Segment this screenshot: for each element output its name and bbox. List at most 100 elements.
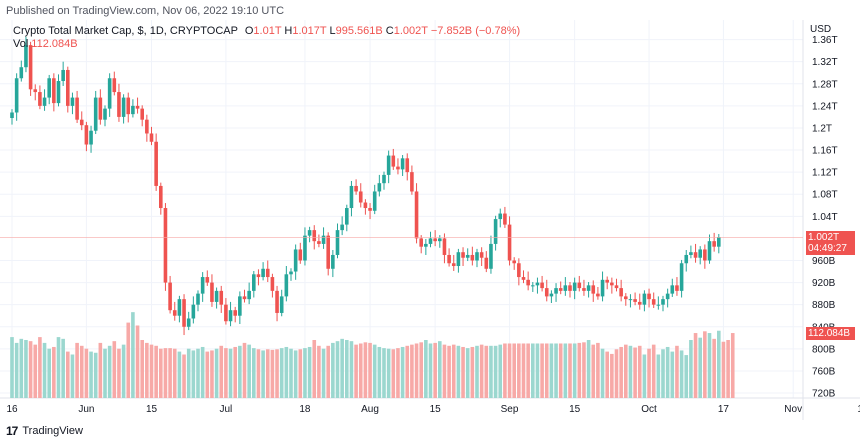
volume-bar: [33, 344, 38, 398]
candle-body: [493, 219, 498, 244]
volume-bar: [84, 348, 89, 398]
legend: Crypto Total Market Cap, $, 1D, CRYPTOCA…: [13, 25, 520, 37]
candle-body: [526, 279, 530, 286]
candle-body: [140, 108, 144, 120]
volume-bar: [391, 349, 396, 398]
volume-bar: [126, 322, 131, 398]
candle-body: [75, 97, 79, 120]
candle-body: [103, 108, 107, 120]
legend-open-label: O: [244, 25, 254, 37]
volume-bar: [419, 342, 423, 398]
volume-bar: [354, 344, 358, 398]
volume-bar: [665, 346, 670, 398]
legend-high-label: H: [284, 25, 293, 37]
candle-body: [372, 191, 377, 211]
candle-body: [591, 285, 596, 294]
candle-body: [517, 263, 521, 278]
candle-body: [447, 254, 451, 264]
candle-body: [38, 92, 42, 106]
candle-body: [79, 119, 84, 126]
volume-bar: [531, 343, 535, 398]
volume-bar: [256, 349, 261, 398]
volume-bar: [191, 350, 196, 398]
volume-bar: [703, 331, 707, 398]
candle-body: [675, 285, 679, 291]
candle-body: [465, 254, 470, 258]
candle-body: [614, 285, 619, 289]
volume-bar: [475, 345, 479, 398]
candle-body: [717, 237, 721, 247]
candle-body: [461, 252, 465, 258]
candle-body: [507, 224, 512, 261]
volume-bar: [289, 348, 293, 398]
legend-low: 995.561B: [335, 25, 383, 37]
candle-body: [498, 213, 503, 220]
volume-bar: [670, 351, 675, 398]
volume-bar: [163, 348, 168, 398]
candle-body: [28, 45, 33, 90]
volume-bar: [307, 346, 312, 398]
x-tick-label: Oct: [641, 404, 657, 415]
candle-body: [419, 238, 423, 247]
volume-bar: [689, 340, 693, 398]
candle-body: [19, 67, 24, 79]
candle-body: [707, 241, 712, 261]
candle-body: [451, 263, 456, 267]
volume-bar: [712, 338, 716, 398]
volume-bar: [177, 351, 182, 398]
y-tick-label: 1.24T: [812, 101, 838, 112]
candle-body: [275, 290, 279, 313]
volume-bar: [10, 337, 14, 398]
candle-body: [428, 238, 433, 244]
volume-bar: [717, 330, 721, 398]
volume-bar: [112, 341, 117, 398]
volume-bar: [293, 350, 298, 398]
candle-body: [568, 285, 572, 291]
volume-bar: [619, 346, 623, 398]
volume-bar: [331, 342, 335, 398]
candle-body: [438, 238, 442, 242]
candle-body: [52, 78, 56, 104]
volume-bar: [172, 348, 177, 398]
volume-bar: [596, 342, 600, 398]
volume-bar: [19, 338, 24, 398]
volume-bar: [358, 343, 363, 398]
legend-high: 1.017T: [292, 25, 327, 37]
volume-bar: [247, 344, 251, 398]
legend-change: −7.852B (−0.78%): [430, 25, 521, 37]
candle-body: [470, 254, 475, 261]
candle-body: [382, 174, 386, 184]
last-price-value: 1.002T: [808, 232, 840, 244]
candle-body: [442, 238, 447, 255]
volume-bar: [386, 348, 391, 398]
volume-bar: [507, 343, 512, 398]
candle-body: [340, 224, 344, 231]
y-tick-label: 1.2T: [812, 123, 832, 134]
candle-body: [540, 282, 544, 289]
price-chart[interactable]: USD 1.36T1.32T1.28T1.24T1.2T1.16T1.12T1.…: [0, 20, 860, 420]
candle-body: [600, 279, 605, 297]
candle-body: [279, 296, 284, 313]
volume-bar: [298, 349, 303, 398]
volume-bar: [577, 342, 582, 398]
volume-bar: [526, 343, 530, 398]
candle-body: [205, 277, 210, 283]
volume-bar: [321, 348, 326, 398]
candle-body: [98, 97, 103, 120]
volume-bar: [233, 346, 237, 398]
volume-bar: [303, 348, 307, 398]
volume-bar: [52, 346, 56, 398]
candle-body: [247, 290, 251, 300]
candle-body: [349, 185, 354, 209]
candle-body: [647, 293, 651, 300]
volume-bar: [75, 342, 79, 398]
volume-bar: [568, 343, 572, 398]
candle-body: [265, 268, 270, 278]
candle-body: [33, 89, 38, 93]
candle-body: [433, 238, 437, 242]
y-tick-label: 960B: [812, 256, 836, 267]
volume-legend: Vol 112.084B: [13, 38, 78, 50]
candle-body: [163, 208, 168, 283]
volume-bar: [605, 351, 609, 398]
chart-area[interactable]: USD 1.36T 1.32T 1.28T 1.24T 1.2T 1.16T 1.12T 1.…: [0, 20, 860, 420]
